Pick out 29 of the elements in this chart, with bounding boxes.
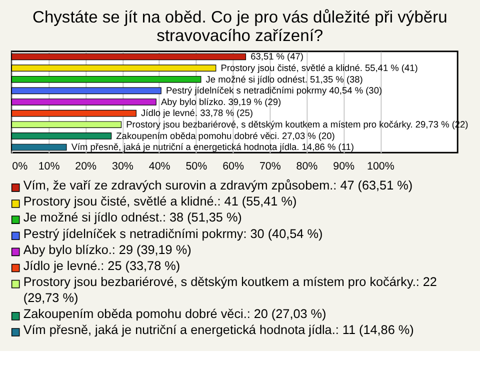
- data-label: Pestrý jídelníček s netradičními pokrmy 40,54 % (30): [166, 86, 382, 96]
- data-label: 63,51 % (47): [250, 52, 304, 62]
- x-tick-label: 10%: [38, 160, 60, 173]
- data-label: Je možné si jídlo odnést. 51,35 % (38): [206, 74, 363, 84]
- data-label: Zakoupením oběda pomohu dobré věci. 27,03 % (20): [116, 130, 335, 141]
- legend-label: Vím přesně, jaká je nutriční a energetická hodnota jídla.: 11 (14,86 %): [23, 323, 414, 338]
- x-tick-label: 20%: [75, 160, 98, 173]
- x-tick-label: 30%: [112, 160, 134, 173]
- data-label: Vím přesně, jaká je nutriční a energetická hodnota jídla. 14,86 % (11): [71, 142, 354, 152]
- x-tick-label: 90%: [333, 160, 356, 173]
- legend-label: Pestrý jídelníček s netradičními pokrmy: 30 (40,54 %): [23, 226, 323, 241]
- x-tick-label: 60%: [222, 160, 244, 173]
- legend-label: Je možné si jídlo odnést.: 38 (51,35 %): [23, 210, 242, 225]
- x-tick-label: 40%: [148, 160, 171, 173]
- data-label: Prostory jsou čisté, světlé a klidné. 55,41 % (41): [220, 62, 418, 73]
- x-tick-label: 70%: [259, 160, 282, 173]
- legend-label: Vím, že vaří ze zdravých surovin a zdravým způsobem.: 47 (63,51 %): [23, 178, 413, 193]
- x-tick-label: 100%: [367, 160, 395, 173]
- x-tick-label: 50%: [186, 160, 208, 173]
- legend-label: Prostory jsou čisté, světlé a klidné.: 41 (55,41 %): [23, 194, 297, 209]
- x-tick-label: 80%: [296, 160, 318, 173]
- legend-label: Prostory jsou bezbariérové, s dětským koutkem a místem pro kočárky.: 22 (29,73 %): [23, 275, 437, 306]
- legend-label: Aby bylo blízko.: 29 (39,19 %): [23, 242, 192, 257]
- legend-label: Jídlo je levné.: 25 (33,78 %): [23, 258, 180, 273]
- chart-title: Chystáte se jít na oběd. Co je pro vás důležité při výběru stravovacího zařízení?: [32, 7, 448, 45]
- legend-label: Zakoupením oběda pomohu dobré věci.: 20 (27,03 %): [23, 307, 326, 322]
- x-tick-label: 0%: [12, 160, 28, 173]
- data-label: Jídlo je levné. 33,78 % (25): [141, 108, 253, 118]
- data-label: Aby bylo blízko. 39,19 % (29): [160, 96, 282, 107]
